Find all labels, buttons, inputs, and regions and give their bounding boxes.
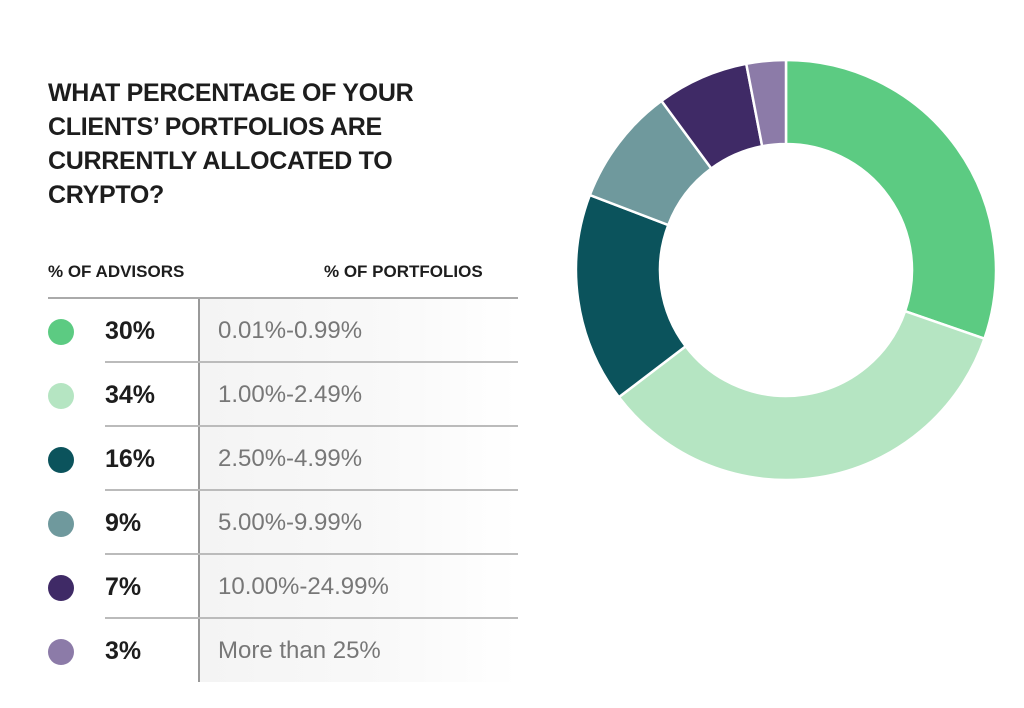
- advisor-percent: 30%: [105, 317, 156, 345]
- donut-slice-6: [744, 58, 788, 148]
- legend-swatch: [48, 511, 74, 537]
- row-rule: [105, 617, 518, 619]
- portfolio-range: More than 25%: [218, 637, 381, 664]
- row-rule: [105, 553, 518, 555]
- advisor-percent: 7%: [105, 573, 142, 601]
- portfolio-range: 5.00%-9.99%: [218, 509, 363, 536]
- table-row: 9% 5.00%-9.99%: [48, 491, 518, 555]
- table-top-rule: [48, 297, 518, 299]
- advisor-percent: 9%: [105, 509, 142, 537]
- table-row: 34% 1.00%-2.49%: [48, 363, 518, 427]
- row-rule: [105, 361, 518, 363]
- legend-swatch: [48, 447, 74, 473]
- row-rule: [105, 425, 518, 427]
- row-rule: [105, 489, 518, 491]
- donut-chart: [574, 58, 998, 482]
- advisors-column-header: % OF ADVISORS: [48, 262, 185, 281]
- portfolio-range: 10.00%-24.99%: [218, 573, 389, 600]
- chart-title: WHAT PERCENTAGE OF YOUR CLIENTS’ PORTFOL…: [48, 79, 414, 209]
- legend-swatch: [48, 319, 74, 345]
- table-row: 7% 10.00%-24.99%: [48, 555, 518, 619]
- legend-swatch: [48, 639, 74, 665]
- table-row: 30% 0.01%-0.99%: [48, 299, 518, 363]
- portfolios-column-header: % OF PORTFOLIOS: [324, 262, 483, 281]
- legend-swatch: [48, 575, 74, 601]
- portfolio-range: 2.50%-4.99%: [218, 445, 363, 472]
- portfolio-range: 0.01%-0.99%: [218, 317, 363, 344]
- table-row: 3% More than 25%: [48, 619, 518, 683]
- advisor-percent: 16%: [105, 445, 156, 473]
- donut-slice-2: [617, 309, 987, 482]
- donut-slice-1: [784, 58, 998, 341]
- advisor-percent: 34%: [105, 381, 156, 409]
- advisor-percent: 3%: [105, 637, 142, 665]
- table-row: 16% 2.50%-4.99%: [48, 427, 518, 491]
- portfolio-range: 1.00%-2.49%: [218, 381, 363, 408]
- legend-swatch: [48, 383, 74, 409]
